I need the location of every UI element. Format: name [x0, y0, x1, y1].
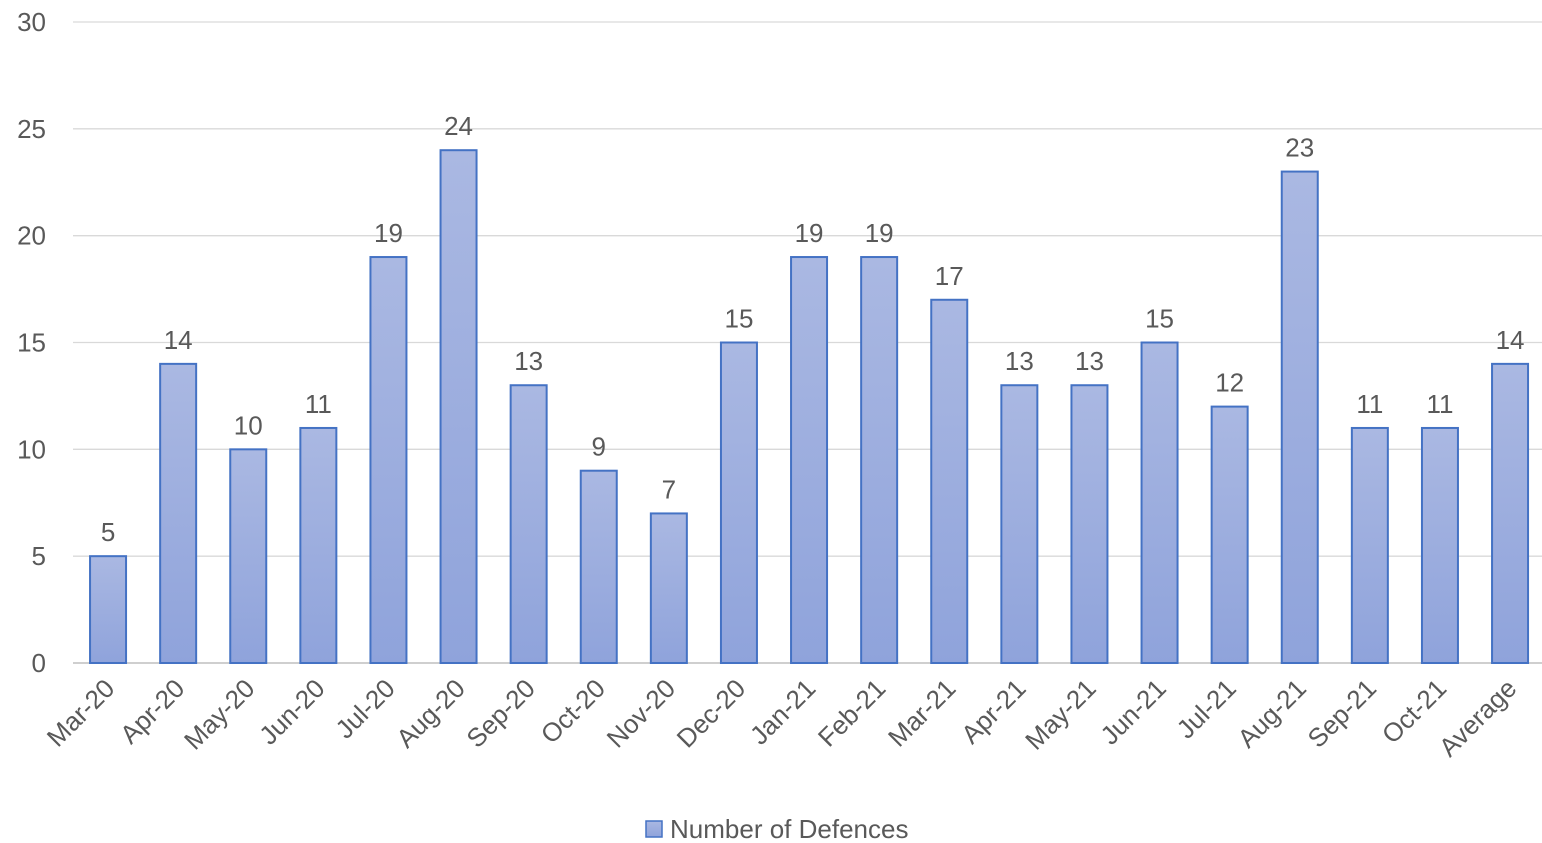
x-tick-label-average: Average [1433, 673, 1522, 762]
legend-swatch [645, 820, 663, 838]
data-label-sep-20: 13 [514, 346, 543, 376]
x-tick-label-sep-21: Sep-21 [1302, 673, 1382, 753]
bar-aug-20 [439, 149, 478, 664]
legend-label-number-of-defences: Number of Defences [670, 814, 908, 843]
bar-aug-21 [1280, 170, 1319, 664]
x-tick-label-jan-21: Jan-21 [744, 673, 821, 750]
legend: Number of Defences [645, 814, 908, 843]
y-tick-label-5: 5 [32, 541, 46, 571]
bar-apr-21 [1000, 384, 1039, 664]
data-label-nov-20: 7 [662, 474, 676, 504]
data-label-jul-21: 12 [1215, 368, 1244, 398]
bar-oct-20 [579, 469, 618, 665]
x-tick-label-dec-20: Dec-20 [671, 673, 751, 753]
data-label-may-21: 13 [1075, 346, 1104, 376]
x-tick-label-may-20: May-20 [178, 673, 261, 756]
x-tick-label-jun-20: Jun-20 [253, 673, 330, 750]
bar-sep-20 [509, 384, 548, 664]
data-label-aug-20: 24 [444, 111, 473, 141]
bar-mar-21 [930, 298, 969, 664]
bar-dec-20 [719, 341, 758, 664]
bar-average [1491, 362, 1530, 664]
data-labels: 5 14 10 11 19 24 13 9 7 15 19 19 17 13 13 15 12 23 11 11 14 [101, 111, 1525, 547]
bar-jul-20 [369, 256, 408, 664]
x-tick-label-oct-20: Oct-20 [535, 673, 611, 749]
data-label-jul-20: 19 [374, 218, 403, 248]
bar-jan-21 [790, 256, 829, 664]
x-tick-label-may-21: May-21 [1019, 673, 1102, 756]
data-label-mar-21: 17 [935, 261, 964, 291]
data-label-mar-20: 5 [101, 517, 115, 547]
y-tick-label-30: 30 [17, 7, 46, 37]
y-tick-label-20: 20 [17, 221, 46, 251]
data-label-jun-20: 11 [305, 389, 332, 419]
bar-mar-20 [89, 555, 128, 665]
x-tick-label-feb-21: Feb-21 [812, 673, 891, 752]
x-tick-label-aug-20: Aug-20 [390, 673, 470, 753]
x-tick-label-jul-20: Jul-20 [329, 673, 400, 744]
bar-jun-21 [1140, 341, 1179, 664]
bars [89, 149, 1530, 665]
y-axis-ticks: 0 5 10 15 20 25 30 [17, 7, 46, 678]
data-label-jun-21: 15 [1145, 304, 1174, 334]
data-label-feb-21: 19 [865, 218, 894, 248]
x-tick-label-jul-21: Jul-21 [1171, 673, 1242, 744]
y-tick-label-25: 25 [17, 114, 46, 144]
data-label-average: 14 [1496, 325, 1525, 355]
bar-apr-20 [159, 362, 198, 664]
x-tick-label-sep-20: Sep-20 [460, 673, 540, 753]
x-tick-label-apr-20: Apr-20 [114, 673, 190, 749]
x-tick-label-mar-21: Mar-21 [882, 673, 961, 752]
x-tick-label-apr-21: Apr-21 [955, 673, 1031, 749]
bar-oct-21 [1420, 426, 1459, 665]
bar-jul-21 [1210, 405, 1249, 664]
data-label-may-20: 10 [234, 410, 263, 440]
data-label-jan-21: 19 [795, 218, 824, 248]
data-label-aug-21: 23 [1285, 133, 1314, 163]
bar-nov-20 [649, 512, 688, 665]
bar-may-20 [229, 448, 268, 665]
data-label-oct-20: 9 [592, 432, 606, 462]
y-tick-label-10: 10 [17, 434, 46, 464]
x-tick-label-mar-20: Mar-20 [41, 673, 120, 752]
bar-may-21 [1070, 384, 1109, 664]
bar-feb-21 [860, 256, 899, 664]
data-label-apr-21: 13 [1005, 346, 1034, 376]
data-label-oct-21: 11 [1426, 389, 1453, 419]
x-tick-label-jun-21: Jun-21 [1094, 673, 1171, 750]
bar-jun-20 [299, 426, 338, 665]
data-label-apr-20: 14 [164, 325, 193, 355]
x-tick-label-aug-21: Aug-21 [1231, 673, 1311, 753]
x-axis-ticks: Mar-20Apr-20May-20Jun-20Jul-20Aug-20Sep-… [41, 673, 1522, 762]
y-tick-label-15: 15 [17, 328, 46, 358]
bar-sep-21 [1350, 426, 1389, 665]
data-label-sep-21: 11 [1356, 389, 1383, 419]
x-tick-label-nov-20: Nov-20 [601, 673, 681, 753]
data-label-dec-20: 15 [724, 304, 753, 334]
y-tick-label-0: 0 [32, 648, 46, 678]
